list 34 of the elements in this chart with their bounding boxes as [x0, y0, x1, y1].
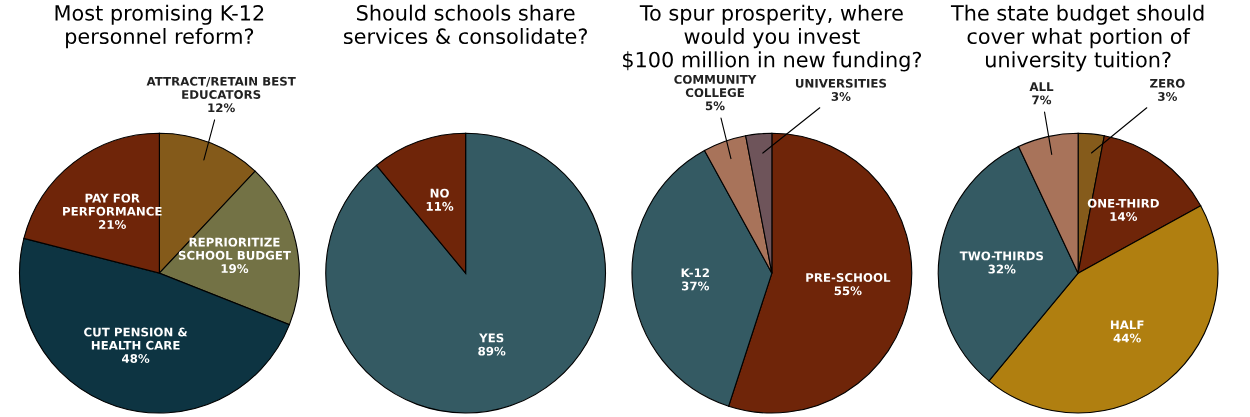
- data-label: 3%: [1158, 92, 1178, 101]
- data-label: 7%: [1032, 95, 1052, 105]
- data-label: 19%: [221, 264, 249, 274]
- data-label: 55%: [834, 286, 862, 296]
- data-label: 5%: [705, 101, 725, 111]
- data-label: 89%: [478, 346, 506, 356]
- data-label: 21%: [99, 220, 126, 229]
- data-label: 3%: [831, 92, 851, 101]
- chart-title: Should schools share services & consolidate?: [343, 4, 587, 45]
- data-label: 37%: [681, 281, 710, 291]
- slice-label: REPRIORITIZE SCHOOL BUDGET: [178, 237, 291, 260]
- slice-label: PRE-SCHOOL: [806, 273, 891, 282]
- slice-label: HALF: [1110, 320, 1144, 330]
- data-label: 11%: [426, 201, 454, 211]
- slice-label: COMMUNITY COLLEGE: [674, 74, 757, 98]
- slice-label: ONE-THIRD: [1087, 198, 1159, 208]
- slice-label: TWO-THIRDS: [959, 251, 1044, 261]
- slice-label: CUT PENSION & HEALTH CARE: [84, 327, 188, 350]
- data-label: 12%: [208, 103, 235, 113]
- slice-label: PAY FOR PERFORMANCE: [63, 193, 162, 216]
- slice-label: K-12: [681, 268, 709, 278]
- slice-label: ATTRACT/RETAIN BEST EDUCATORS: [146, 76, 296, 99]
- data-label: 48%: [122, 354, 150, 363]
- slice-label: ALL: [1029, 82, 1054, 91]
- data-label: 14%: [1110, 212, 1138, 221]
- slice-label: YES: [479, 333, 504, 343]
- slice-label: UNIVERSITIES: [795, 78, 887, 88]
- data-label: 44%: [1113, 333, 1141, 343]
- chart-title: To spur prosperity, where would you invest $100 million in new funding?: [623, 4, 922, 72]
- chart-title: The state budget should cover what portion of university tuition?: [950, 4, 1204, 72]
- chart-title: Most promising K-12 personnel reform?: [55, 4, 264, 49]
- data-label: 32%: [988, 264, 1016, 274]
- slice-label: ZERO: [1150, 78, 1185, 88]
- slice-label: NO: [430, 188, 449, 198]
